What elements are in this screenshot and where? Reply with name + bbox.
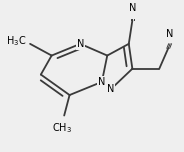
Text: N: N	[107, 84, 114, 94]
Text: N: N	[129, 3, 136, 13]
Text: H$_3$C: H$_3$C	[6, 34, 26, 48]
Text: N: N	[77, 39, 84, 49]
Text: CH$_3$: CH$_3$	[52, 121, 72, 135]
Text: N: N	[166, 29, 174, 40]
Text: N: N	[98, 77, 106, 87]
